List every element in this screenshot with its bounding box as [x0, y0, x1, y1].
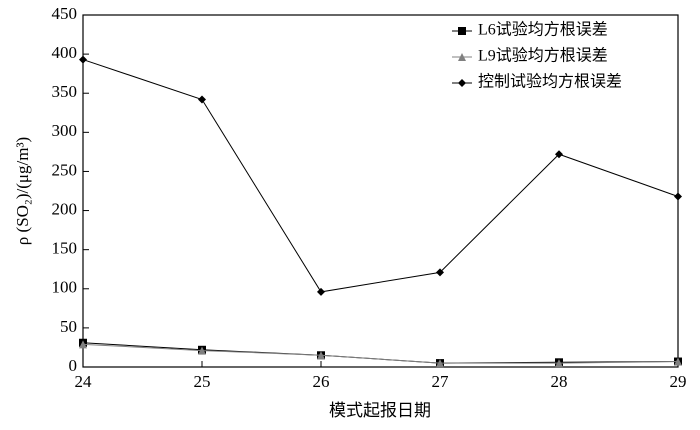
x-tick-label: 27	[432, 372, 450, 391]
legend-label: L9试验均方根误差	[478, 47, 608, 65]
x-tick-label: 29	[670, 372, 687, 391]
y-tick-label: 50	[60, 317, 77, 336]
y-tick-label: 250	[52, 160, 78, 179]
marker	[436, 268, 444, 277]
marker	[458, 27, 466, 35]
marker	[674, 192, 682, 201]
marker	[674, 357, 682, 366]
x-axis-label: 模式起报日期	[329, 401, 431, 420]
marker	[317, 351, 325, 360]
marker	[555, 359, 563, 368]
x-tick-label: 25	[194, 372, 211, 391]
marker	[436, 359, 444, 368]
marker	[198, 95, 206, 104]
x-tick-label: 28	[551, 372, 568, 391]
y-tick-label: 350	[52, 82, 78, 101]
y-axis-label: ρ (SO₂)/(μg/m³)	[13, 137, 32, 245]
x-tick-label: 24	[75, 372, 93, 391]
marker	[458, 53, 466, 61]
marker	[317, 287, 325, 296]
x-tick-label: 26	[313, 372, 330, 391]
legend-label: L6试验均方根误差	[478, 21, 608, 39]
y-tick-label: 150	[52, 239, 78, 258]
marker	[458, 79, 466, 87]
series-line	[82, 59, 679, 293]
series-line	[82, 343, 679, 364]
y-tick-label: 400	[52, 43, 78, 62]
y-tick-label: 100	[52, 278, 78, 297]
series-line	[82, 342, 679, 364]
plot-frame	[82, 14, 679, 368]
y-tick-label: 450	[52, 4, 78, 23]
y-tick-label: 300	[52, 121, 78, 140]
y-tick-label: 0	[69, 356, 78, 375]
y-tick-label: 200	[52, 199, 78, 218]
marker	[555, 150, 563, 159]
marker	[79, 55, 87, 64]
marker	[79, 340, 87, 349]
legend-label: 控制试验均方根误差	[478, 73, 622, 91]
marker	[198, 346, 206, 355]
